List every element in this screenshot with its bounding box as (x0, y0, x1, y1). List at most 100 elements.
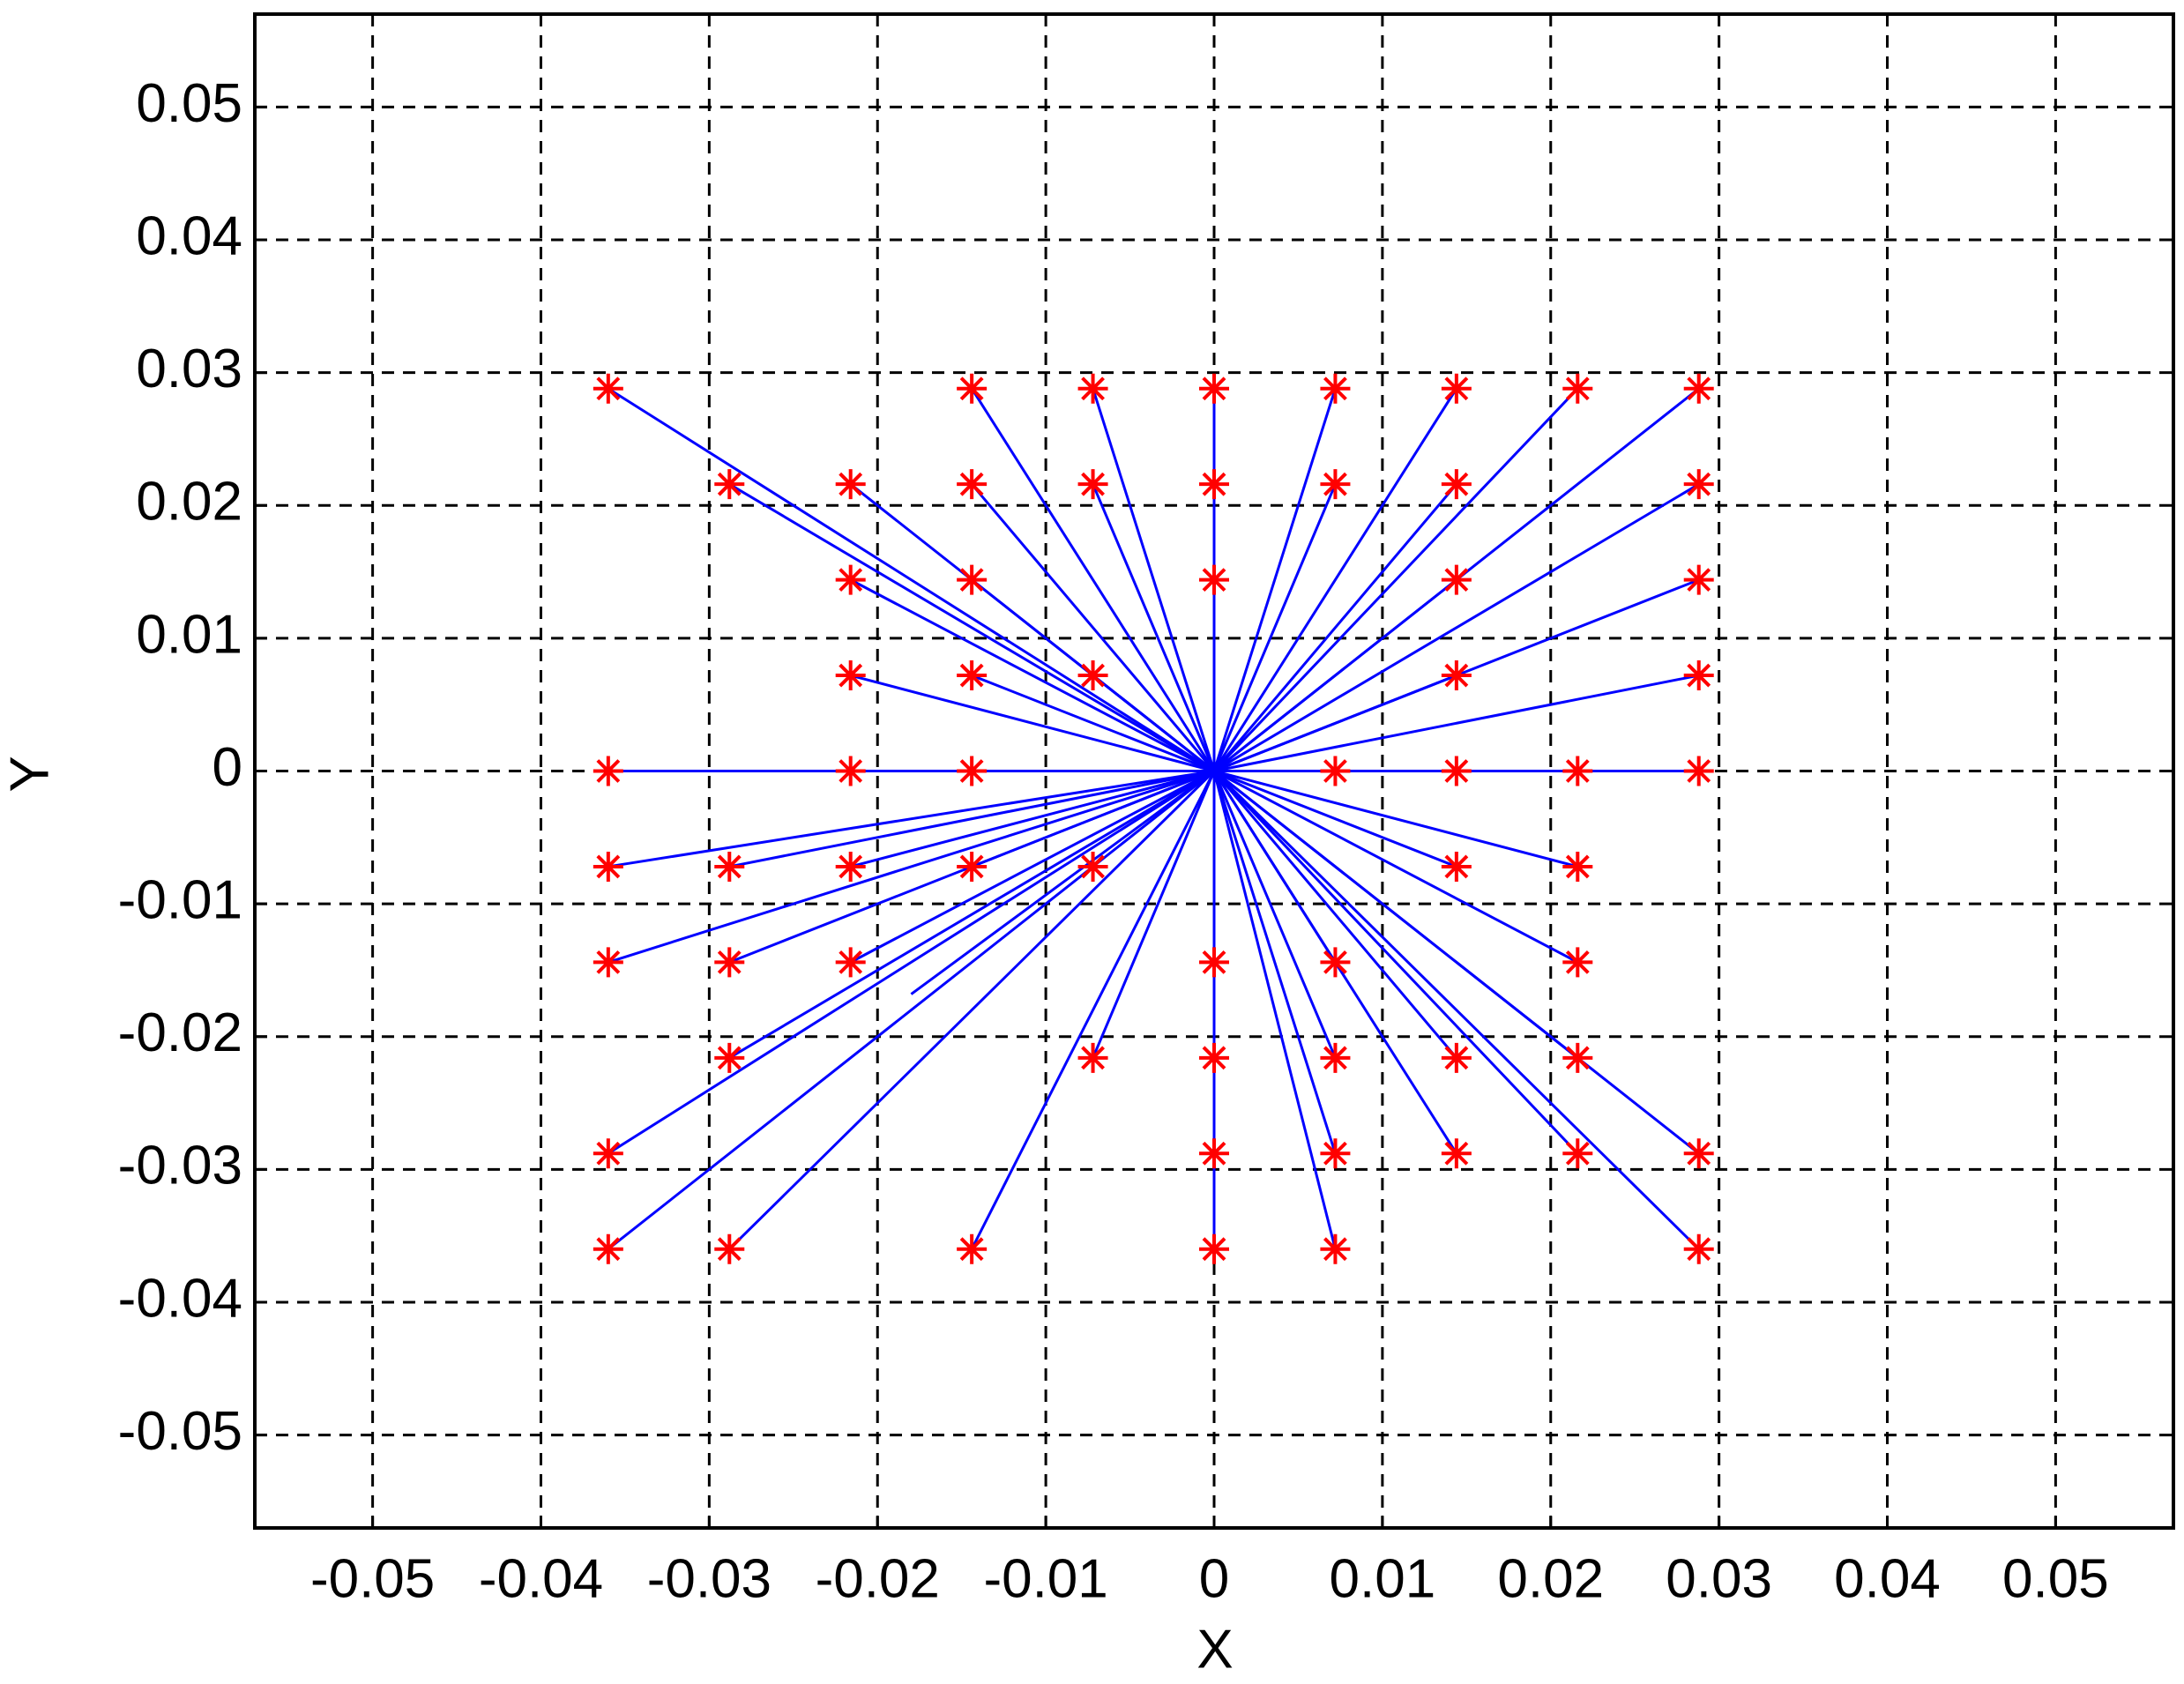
star-marker (1320, 1138, 1351, 1169)
star-marker (1320, 756, 1351, 786)
y-axis-label: Y (0, 756, 60, 792)
ray-line (1212, 771, 1337, 1154)
x-axis-label: X (1196, 1619, 1233, 1680)
star-marker (835, 947, 866, 978)
star-marker (1562, 1138, 1593, 1169)
star-marker (593, 947, 623, 978)
y-tick-label: 0.05 (136, 73, 242, 134)
star-marker (714, 947, 745, 978)
ray-line (1213, 770, 1578, 868)
x-tick-label: -0.05 (310, 1548, 435, 1609)
star-marker (1441, 373, 1472, 404)
star-marker (1320, 373, 1351, 404)
x-tick-label: 0 (1199, 1548, 1229, 1609)
ray-line (970, 387, 1216, 772)
star-marker (1199, 947, 1229, 978)
star-marker (1562, 756, 1593, 786)
star-marker (957, 1233, 988, 1264)
ray-line (1092, 388, 1216, 771)
y-tick-label: -0.01 (118, 869, 242, 930)
star-marker (835, 469, 866, 500)
star-marker (835, 660, 866, 691)
star-marker (1441, 564, 1472, 595)
star-marker (1320, 947, 1351, 978)
star-marker (1441, 851, 1472, 882)
star-marker (957, 564, 988, 595)
ray-line (1212, 770, 1458, 1059)
star-marker (1683, 1138, 1714, 1169)
ray-line (1092, 483, 1216, 772)
ray-line (1213, 770, 1457, 868)
star-marker (957, 851, 988, 882)
star-marker (957, 756, 988, 786)
y-tick-label: -0.02 (118, 1002, 242, 1063)
star-marker (1199, 373, 1229, 404)
y-tick-label: 0.01 (136, 604, 242, 665)
ray-line (1213, 770, 1700, 1155)
star-marker (593, 373, 623, 404)
star-marker (1077, 1042, 1108, 1073)
ray-line (728, 482, 1215, 772)
star-marker (1683, 1233, 1714, 1264)
ray-line (1212, 388, 1337, 771)
ray-line (1212, 387, 1579, 772)
plot-frame (253, 12, 2175, 1530)
star-marker (1562, 1042, 1593, 1073)
ray-line (1212, 770, 1337, 1059)
x-tick-label: 0.03 (1666, 1548, 1772, 1609)
x-tick-label: 0.05 (2002, 1548, 2109, 1609)
ray-line (1212, 387, 1458, 772)
star-marker (1320, 469, 1351, 500)
star-marker (1441, 756, 1472, 786)
star-marker (1441, 1138, 1472, 1169)
ray-line (1213, 482, 1700, 772)
ray-line (970, 770, 1216, 1250)
x-tick-label: 0.01 (1330, 1548, 1436, 1609)
y-tick-label: 0.03 (136, 339, 242, 399)
star-marker (1320, 1233, 1351, 1264)
ray-line (607, 387, 1215, 772)
star-marker (714, 1042, 745, 1073)
x-tick-label: -0.04 (479, 1548, 603, 1609)
y-tick-label: 0 (212, 737, 242, 798)
star-marker (1077, 851, 1108, 882)
x-tick-label: -0.01 (983, 1548, 1107, 1609)
star-marker (1320, 1042, 1351, 1073)
ray-line (1212, 770, 1700, 1250)
star-marker (593, 756, 623, 786)
star-marker (957, 469, 988, 500)
star-marker (1077, 660, 1108, 691)
y-tick-label: -0.05 (118, 1401, 242, 1462)
star-marker (957, 373, 988, 404)
ray-line (970, 483, 1216, 772)
star-marker (1441, 1042, 1472, 1073)
star-marker (835, 756, 866, 786)
star-marker (1441, 469, 1472, 500)
ray-line (607, 770, 1215, 1155)
ray-line (971, 674, 1215, 772)
x-tick-label: -0.03 (647, 1548, 771, 1609)
x-tick-label: 0.04 (1834, 1548, 1941, 1609)
ray-line (1092, 674, 1215, 772)
ray-line (1212, 483, 1458, 772)
star-marker (957, 660, 988, 691)
x-tick-label: -0.02 (816, 1548, 940, 1609)
star-marker (1077, 373, 1108, 404)
ray-line (850, 770, 1215, 964)
ray-line (728, 770, 1215, 1060)
star-marker (835, 851, 866, 882)
star-marker (1683, 469, 1714, 500)
star-marker (1683, 564, 1714, 595)
ray-line (1212, 483, 1337, 772)
y-tick-label: -0.04 (118, 1268, 242, 1329)
star-marker (1199, 1138, 1229, 1169)
star-marker (1683, 660, 1714, 691)
star-marker (714, 469, 745, 500)
star-marker (593, 851, 623, 882)
ray-line (1212, 771, 1337, 1250)
ray-line (607, 770, 1215, 964)
star-marker (1199, 1233, 1229, 1264)
ray-line (728, 770, 1216, 1250)
x-tick-label: 0.02 (1497, 1548, 1604, 1609)
